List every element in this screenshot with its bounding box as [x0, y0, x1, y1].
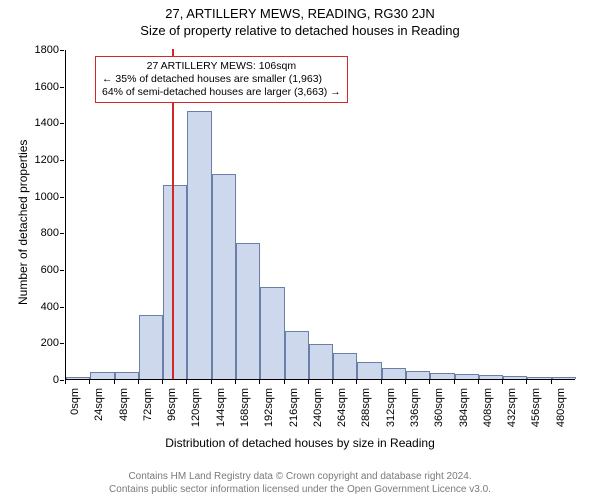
histogram-bar	[236, 243, 260, 379]
x-tick-label: 144sqm	[215, 388, 227, 428]
x-tick-label: 288sqm	[360, 388, 372, 428]
chart-subtitle: Size of property relative to detached ho…	[0, 21, 600, 38]
x-tick-mark	[259, 380, 260, 384]
x-tick-mark	[235, 380, 236, 384]
x-tick-mark	[114, 380, 115, 384]
y-tick-label: 1600	[14, 81, 59, 93]
annotation-box: 27 ARTILLERY MEWS: 106sqm ← 35% of detac…	[95, 56, 348, 103]
x-tick-mark	[284, 380, 285, 384]
x-tick-mark	[551, 380, 552, 384]
footer-line-1: Contains HM Land Registry data © Crown c…	[0, 470, 600, 483]
y-tick-label: 400	[14, 301, 59, 313]
histogram-bar	[503, 376, 527, 379]
x-tick-label: 192sqm	[263, 388, 275, 428]
histogram-bar	[66, 377, 90, 379]
x-axis-label: Distribution of detached houses by size …	[0, 436, 600, 450]
x-tick-mark	[65, 380, 66, 384]
x-tick-mark	[138, 380, 139, 384]
annotation-line-1: 27 ARTILLERY MEWS: 106sqm	[102, 60, 341, 73]
x-tick-mark	[308, 380, 309, 384]
histogram-bar	[212, 174, 236, 379]
y-tick-label: 200	[14, 337, 59, 349]
x-tick-mark	[405, 380, 406, 384]
x-tick-label: 0sqm	[69, 388, 81, 428]
x-tick-label: 312sqm	[385, 388, 397, 428]
x-tick-mark	[502, 380, 503, 384]
histogram-bar	[309, 344, 333, 379]
y-tick-label: 800	[14, 227, 59, 239]
x-tick-label: 24sqm	[93, 388, 105, 428]
histogram-bar	[333, 353, 357, 379]
y-tick-label: 1800	[14, 44, 59, 56]
x-tick-label: 240sqm	[312, 388, 324, 428]
x-tick-mark	[211, 380, 212, 384]
x-tick-label: 48sqm	[118, 388, 130, 428]
annotation-line-3: 64% of semi-detached houses are larger (…	[102, 86, 341, 99]
histogram-bar	[163, 185, 187, 379]
histogram-bar	[285, 331, 309, 379]
histogram-bar	[382, 368, 406, 379]
x-tick-mark	[332, 380, 333, 384]
histogram-bar	[139, 315, 163, 379]
x-tick-mark	[162, 380, 163, 384]
histogram-bar	[455, 374, 479, 379]
footer-line-2: Contains public sector information licen…	[0, 483, 600, 496]
annotation-line-2: ← 35% of detached houses are smaller (1,…	[102, 73, 341, 86]
histogram-bar	[479, 375, 503, 379]
x-tick-label: 96sqm	[166, 388, 178, 428]
x-tick-mark	[526, 380, 527, 384]
histogram-bar	[552, 377, 576, 379]
x-tick-mark	[89, 380, 90, 384]
footer-attribution: Contains HM Land Registry data © Crown c…	[0, 470, 600, 496]
x-tick-label: 336sqm	[409, 388, 421, 428]
histogram-bar	[406, 371, 430, 379]
x-tick-mark	[429, 380, 430, 384]
x-tick-label: 408sqm	[482, 388, 494, 428]
page-title: 27, ARTILLERY MEWS, READING, RG30 2JN	[0, 0, 600, 21]
x-tick-label: 432sqm	[506, 388, 518, 428]
x-tick-label: 72sqm	[142, 388, 154, 428]
y-tick-label: 0	[14, 374, 59, 386]
x-tick-mark	[381, 380, 382, 384]
histogram-bar	[115, 372, 139, 379]
x-tick-mark	[356, 380, 357, 384]
x-tick-label: 456sqm	[530, 388, 542, 428]
x-tick-mark	[478, 380, 479, 384]
histogram-bar	[527, 377, 551, 379]
x-tick-label: 480sqm	[555, 388, 567, 428]
y-tick-label: 1400	[14, 117, 59, 129]
histogram-bar	[357, 362, 381, 379]
histogram-bar	[260, 287, 284, 379]
x-tick-label: 216sqm	[288, 388, 300, 428]
x-tick-mark	[186, 380, 187, 384]
histogram-bar	[187, 111, 211, 379]
y-tick-label: 600	[14, 264, 59, 276]
histogram-bar	[90, 372, 114, 379]
histogram-bar	[430, 373, 454, 379]
y-tick-label: 1000	[14, 191, 59, 203]
y-tick-label: 1200	[14, 154, 59, 166]
x-tick-label: 384sqm	[458, 388, 470, 428]
x-tick-mark	[454, 380, 455, 384]
x-tick-label: 168sqm	[239, 388, 251, 428]
x-tick-label: 360sqm	[433, 388, 445, 428]
x-tick-label: 120sqm	[190, 388, 202, 428]
x-tick-label: 264sqm	[336, 388, 348, 428]
